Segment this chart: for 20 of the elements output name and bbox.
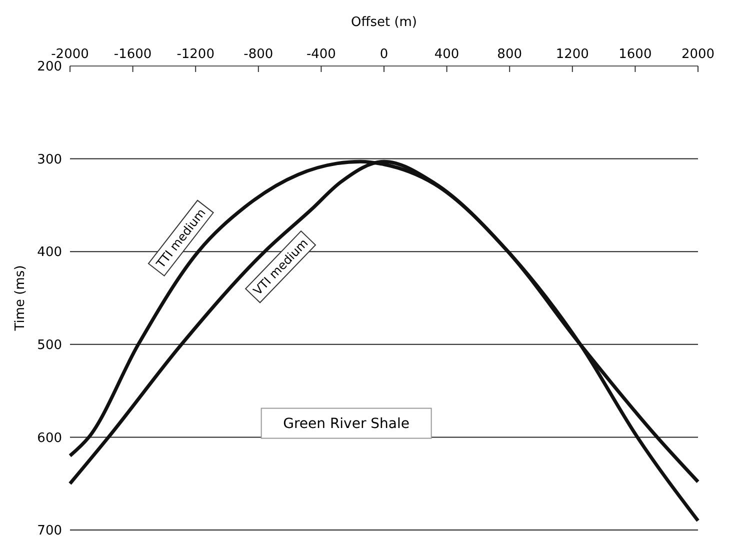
x-tick-label: 400 [434,47,460,62]
x-tick-label: 0 [380,47,388,62]
annotation: Green River Shale [283,416,410,432]
y-tick-label: 500 [37,338,62,353]
y-tick-label: 400 [37,245,62,260]
x-axis-title: Offset (m) [351,15,417,30]
y-tick-label: 300 [37,152,62,168]
x-tick-label: -2000 [51,47,89,62]
x-tick-label: -1600 [114,47,152,62]
x-tick-label: 1600 [618,47,652,62]
x-tick-label: -1200 [176,47,214,62]
y-tick-label: 700 [37,524,62,539]
x-tick-label: 2000 [681,47,715,62]
y-tick-label: 600 [37,430,62,446]
x-tick-label: 800 [497,47,522,62]
x-tick-label: -800 [244,47,274,62]
y-axis-title: Time (ms) [13,265,28,332]
x-tick-label: 1200 [556,47,589,62]
x-tick-label: -400 [306,47,336,62]
y-tick-label: 200 [37,60,62,75]
